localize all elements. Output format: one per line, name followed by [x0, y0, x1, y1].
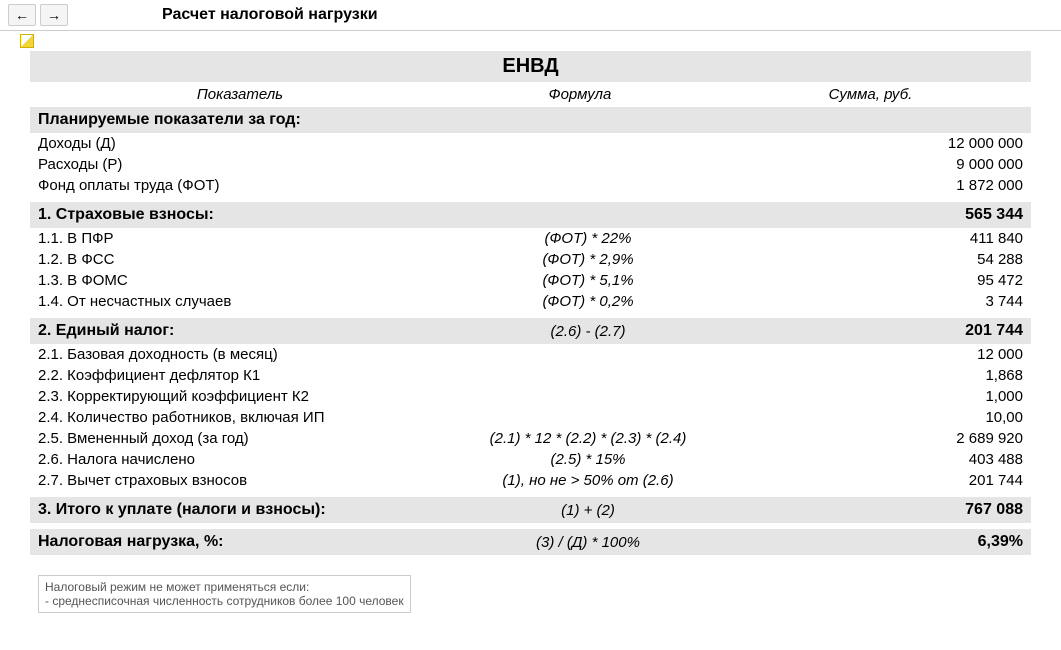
back-button[interactable]: ←	[8, 4, 36, 26]
section-formula: (3) / (Д) * 100%	[458, 534, 718, 551]
row-label: 1.3. В ФОМС	[38, 272, 458, 289]
total-section-header: 3. Итого к уплате (налоги и взносы): (1)…	[30, 497, 1031, 523]
row-formula: (2.1) * 12 * (2.2) * (2.3) * (2.4)	[458, 430, 718, 447]
section-label: Планируемые показатели за год:	[38, 111, 458, 129]
row-formula: (2.5) * 15%	[458, 451, 718, 468]
row-label: Фонд оплаты труда (ФОТ)	[38, 177, 458, 194]
row-sum: 1 872 000	[718, 177, 1023, 194]
footnote: Налоговый режим не может применяться есл…	[38, 575, 411, 613]
col-header-indicator: Показатель	[30, 86, 450, 103]
table-row: Доходы (Д) 12 000 000	[30, 133, 1031, 154]
regime-header: ЕНВД	[30, 51, 1031, 82]
section-label: Налоговая нагрузка, %:	[38, 533, 458, 551]
tax-section-header: 2. Единый налог: (2.6) - (2.7) 201 744	[30, 318, 1031, 344]
row-label: 2.1. Базовая доходность (в месяц)	[38, 346, 458, 363]
col-header-formula: Формула	[450, 86, 710, 103]
section-sum: 201 744	[718, 322, 1023, 340]
row-label: 1.4. От несчастных случаев	[38, 293, 458, 310]
footnote-line: Налоговый режим не может применяться есл…	[45, 580, 404, 594]
table-row: 1.3. В ФОМС (ФОТ) * 5,1% 95 472	[30, 270, 1031, 291]
row-sum: 12 000 000	[718, 135, 1023, 152]
arrow-left-icon: ←	[15, 8, 29, 22]
row-sum: 10,00	[718, 409, 1023, 426]
row-sum: 411 840	[718, 230, 1023, 247]
col-header-sum: Сумма, руб.	[710, 86, 1031, 103]
row-sum: 1,000	[718, 388, 1023, 405]
section-formula: (2.6) - (2.7)	[458, 323, 718, 340]
row-sum: 95 472	[718, 272, 1023, 289]
row-label: 2.4. Количество работников, включая ИП	[38, 409, 458, 426]
row-label: 1.1. В ПФР	[38, 230, 458, 247]
section-sum: 565 344	[718, 206, 1023, 224]
row-sum: 54 288	[718, 251, 1023, 268]
row-sum: 1,868	[718, 367, 1023, 384]
burden-section-header: Налоговая нагрузка, %: (3) / (Д) * 100% …	[30, 529, 1031, 555]
row-formula: (ФОТ) * 2,9%	[458, 251, 718, 268]
row-label: 1.2. В ФСС	[38, 251, 458, 268]
row-formula: (ФОТ) * 5,1%	[458, 272, 718, 289]
section-label: 2. Единый налог:	[38, 322, 458, 340]
row-label: 2.6. Налога начислено	[38, 451, 458, 468]
row-formula: (1), но не > 50% от (2.6)	[458, 472, 718, 489]
section-label: 1. Страховые взносы:	[38, 206, 458, 224]
table-row: 2.3. Корректирующий коэффициент К2 1,000	[30, 386, 1031, 407]
table-row: 2.5. Вмененный доход (за год) (2.1) * 12…	[30, 428, 1031, 449]
insurance-section-header: 1. Страховые взносы: 565 344	[30, 202, 1031, 228]
row-sum: 12 000	[718, 346, 1023, 363]
row-sum: 403 488	[718, 451, 1023, 468]
plan-section-header: Планируемые показатели за год:	[30, 107, 1031, 133]
section-label: 3. Итого к уплате (налоги и взносы):	[38, 501, 458, 519]
arrow-right-icon: →	[47, 8, 61, 22]
table-row: Расходы (Р) 9 000 000	[30, 154, 1031, 175]
table-row: 2.2. Коэффициент дефлятор К1 1,868	[30, 365, 1031, 386]
row-label: Расходы (Р)	[38, 156, 458, 173]
row-label: Доходы (Д)	[38, 135, 458, 152]
table-row: 1.4. От несчастных случаев (ФОТ) * 0,2% …	[30, 291, 1031, 312]
forward-button[interactable]: →	[40, 4, 68, 26]
row-formula: (ФОТ) * 0,2%	[458, 293, 718, 310]
row-label: 2.2. Коэффициент дефлятор К1	[38, 367, 458, 384]
row-sum: 3 744	[718, 293, 1023, 310]
column-headers: Показатель Формула Сумма, руб.	[30, 82, 1031, 107]
table-row: 2.4. Количество работников, включая ИП 1…	[30, 407, 1031, 428]
table-row: 2.1. Базовая доходность (в месяц) 12 000	[30, 344, 1031, 365]
table-row: Фонд оплаты труда (ФОТ) 1 872 000	[30, 175, 1031, 196]
section-formula: (1) + (2)	[458, 502, 718, 519]
row-label: 2.7. Вычет страховых взносов	[38, 472, 458, 489]
section-sum: 6,39%	[718, 533, 1023, 551]
page-title: Расчет налоговой нагрузки	[162, 6, 378, 24]
row-sum: 9 000 000	[718, 156, 1023, 173]
content: ЕНВД Показатель Формула Сумма, руб. План…	[0, 31, 1061, 613]
section-sum: 767 088	[718, 501, 1023, 519]
row-label: 2.3. Корректирующий коэффициент К2	[38, 388, 458, 405]
row-sum: 201 744	[718, 472, 1023, 489]
row-label: 2.5. Вмененный доход (за год)	[38, 430, 458, 447]
table-row: 1.2. В ФСС (ФОТ) * 2,9% 54 288	[30, 249, 1031, 270]
footnote-line: - среднесписочная численность сотруднико…	[45, 594, 404, 608]
table-row: 1.1. В ПФР (ФОТ) * 22% 411 840	[30, 228, 1031, 249]
table-row: 2.6. Налога начислено (2.5) * 15% 403 48…	[30, 449, 1031, 470]
modified-mark-icon	[20, 34, 34, 48]
table-row: 2.7. Вычет страховых взносов (1), но не …	[30, 470, 1031, 491]
toolbar: ← → Расчет налоговой нагрузки	[0, 0, 1061, 31]
row-formula: (ФОТ) * 22%	[458, 230, 718, 247]
row-sum: 2 689 920	[718, 430, 1023, 447]
